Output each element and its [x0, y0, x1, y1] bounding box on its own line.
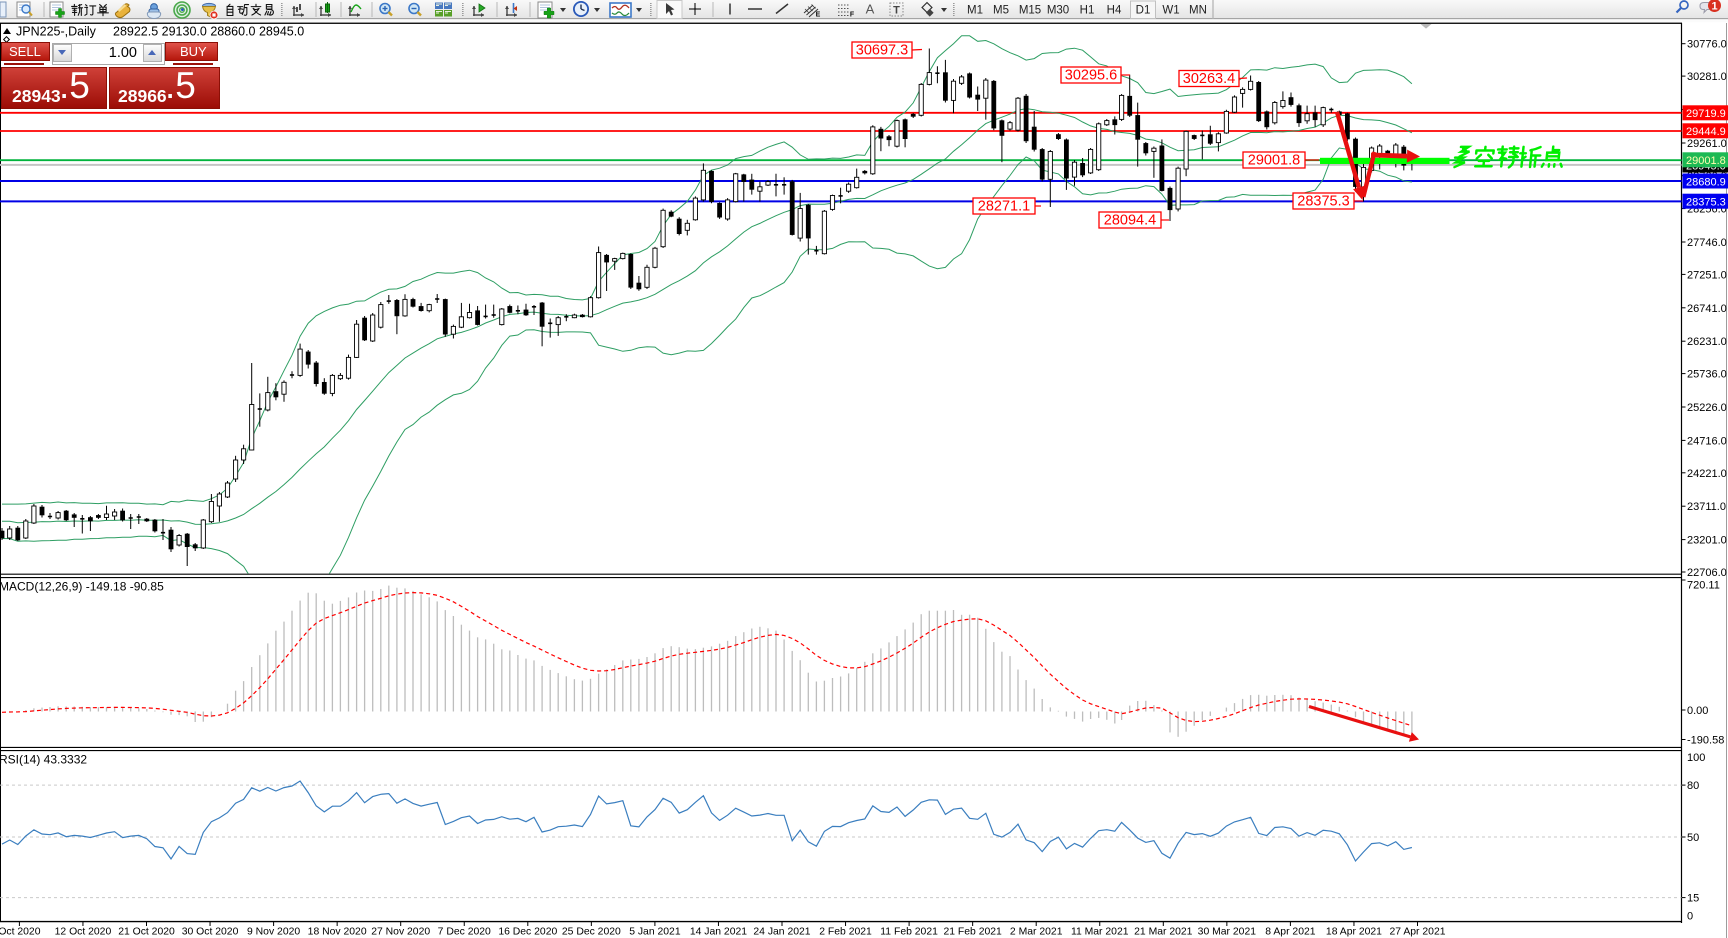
- svg-text:26741.0: 26741.0: [1687, 303, 1727, 315]
- svg-text:MN: MN: [1189, 5, 1207, 17]
- svg-text:T: T: [893, 5, 900, 17]
- svg-text:26231.0: 26231.0: [1687, 336, 1727, 348]
- svg-text:28922.5 29130.0 28860.0 28945.: 28922.5 29130.0 28860.0 28945.0: [113, 25, 304, 39]
- svg-text:80: 80: [1687, 780, 1699, 792]
- svg-text:18 Apr 2021: 18 Apr 2021: [1326, 927, 1382, 938]
- svg-text:16 Dec 2020: 16 Dec 2020: [498, 927, 557, 938]
- svg-text:8 Apr 2021: 8 Apr 2021: [1265, 927, 1315, 938]
- svg-text:2 Feb 2021: 2 Feb 2021: [819, 927, 872, 938]
- svg-text:21 Feb 2021: 21 Feb 2021: [943, 927, 1002, 938]
- svg-text:100: 100: [1687, 752, 1705, 764]
- svg-text:Oct 2020: Oct 2020: [0, 927, 41, 938]
- svg-text:28271.1: 28271.1: [978, 199, 1030, 215]
- svg-text:50: 50: [1687, 832, 1699, 844]
- svg-text:22706.0: 22706.0: [1687, 567, 1727, 579]
- svg-text:27 Nov 2020: 27 Nov 2020: [371, 927, 430, 938]
- svg-text:29719.9: 29719.9: [1686, 108, 1726, 120]
- svg-text:29444.9: 29444.9: [1686, 126, 1726, 138]
- svg-text:27746.0: 27746.0: [1687, 237, 1727, 249]
- svg-text:0.00: 0.00: [1687, 705, 1708, 717]
- svg-text:1: 1: [1711, 1, 1717, 13]
- svg-text:30281.0: 30281.0: [1687, 71, 1727, 83]
- svg-text:29261.0: 29261.0: [1687, 138, 1727, 150]
- svg-text:18 Nov 2020: 18 Nov 2020: [308, 927, 367, 938]
- svg-text:30697.3: 30697.3: [856, 43, 908, 59]
- svg-text:5 Jan 2021: 5 Jan 2021: [629, 927, 681, 938]
- svg-text:21 Oct 2020: 21 Oct 2020: [118, 927, 175, 938]
- svg-text:15: 15: [1687, 893, 1699, 905]
- svg-text:M30: M30: [1047, 5, 1069, 17]
- svg-text:28375.3: 28375.3: [1686, 197, 1726, 209]
- svg-text:A: A: [866, 2, 875, 17]
- svg-text:24221.0: 24221.0: [1687, 468, 1727, 480]
- svg-text:9 Nov 2020: 9 Nov 2020: [247, 927, 300, 938]
- svg-text:JPN225-,Daily: JPN225-,Daily: [16, 25, 97, 39]
- svg-text:M1: M1: [967, 5, 983, 17]
- svg-text:-190.58: -190.58: [1687, 735, 1724, 747]
- svg-text:30776.0: 30776.0: [1687, 39, 1727, 51]
- svg-text:720.11: 720.11: [1687, 580, 1720, 592]
- svg-text:30 Oct 2020: 30 Oct 2020: [182, 927, 239, 938]
- svg-text:11 Feb 2021: 11 Feb 2021: [880, 927, 938, 938]
- svg-text:21 Mar 2021: 21 Mar 2021: [1134, 927, 1193, 938]
- svg-text:12 Oct 2020: 12 Oct 2020: [55, 927, 112, 938]
- svg-text:23711.0: 23711.0: [1687, 501, 1726, 513]
- svg-text:28094.4: 28094.4: [1104, 213, 1156, 229]
- svg-text:0: 0: [1687, 911, 1693, 923]
- svg-text:23201.0: 23201.0: [1687, 535, 1727, 547]
- svg-text:H1: H1: [1080, 5, 1095, 17]
- svg-text:28375.3: 28375.3: [1297, 194, 1349, 210]
- svg-text:25736.0: 25736.0: [1687, 369, 1727, 381]
- svg-text:D1: D1: [1136, 5, 1151, 17]
- svg-text:25 Dec 2020: 25 Dec 2020: [562, 927, 621, 938]
- svg-text:M15: M15: [1019, 5, 1041, 17]
- svg-text:25226.0: 25226.0: [1687, 402, 1727, 414]
- svg-text:30263.4: 30263.4: [1183, 71, 1235, 87]
- svg-text:30295.6: 30295.6: [1065, 68, 1117, 84]
- svg-text:2 Mar 2021: 2 Mar 2021: [1010, 927, 1063, 938]
- svg-text:28680.9: 28680.9: [1686, 176, 1726, 188]
- svg-text:11 Mar 2021: 11 Mar 2021: [1071, 927, 1129, 938]
- svg-text:MACD(12,26,9) -149.18 -90.85: MACD(12,26,9) -149.18 -90.85: [0, 580, 164, 594]
- svg-text:29001.8: 29001.8: [1248, 153, 1300, 169]
- svg-text:29001.8: 29001.8: [1686, 155, 1726, 167]
- svg-text:30 Mar 2021: 30 Mar 2021: [1198, 927, 1257, 938]
- svg-text:24716.0: 24716.0: [1687, 435, 1727, 447]
- svg-text:27 Apr 2021: 27 Apr 2021: [1389, 927, 1445, 938]
- svg-text:H4: H4: [1107, 5, 1122, 17]
- svg-text:24 Jan 2021: 24 Jan 2021: [753, 927, 810, 938]
- svg-text:E: E: [816, 12, 821, 19]
- svg-text:7 Dec 2020: 7 Dec 2020: [438, 927, 491, 938]
- svg-text:W1: W1: [1162, 5, 1179, 17]
- svg-text:14 Jan 2021: 14 Jan 2021: [690, 927, 747, 938]
- svg-text:M5: M5: [993, 5, 1009, 17]
- svg-text:27251.0: 27251.0: [1687, 269, 1727, 281]
- svg-text:RSI(14) 43.3332: RSI(14) 43.3332: [0, 753, 87, 767]
- svg-text:F: F: [850, 12, 855, 19]
